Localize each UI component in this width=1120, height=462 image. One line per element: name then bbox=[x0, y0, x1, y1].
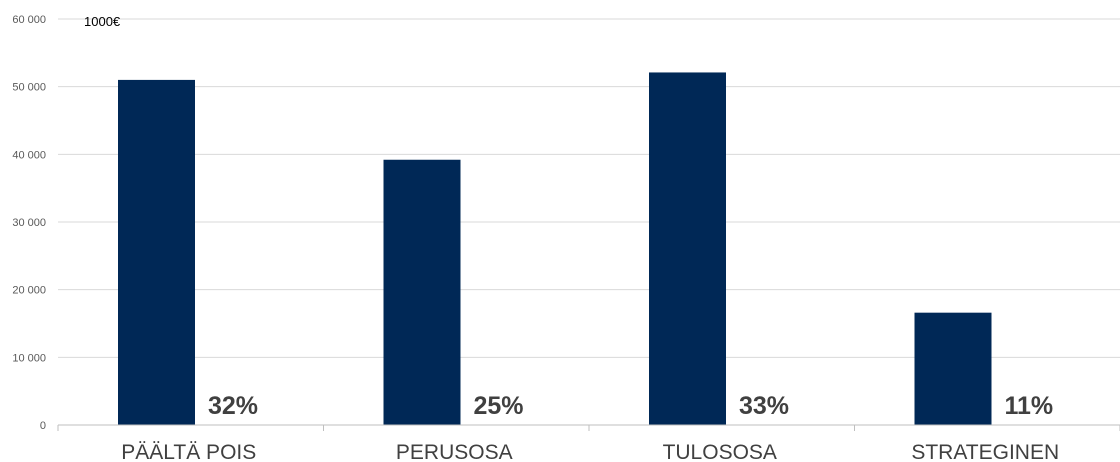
y-tick-label: 40 000 bbox=[12, 149, 46, 161]
y-tick-label: 30 000 bbox=[12, 217, 46, 229]
percent-label: 25% bbox=[474, 392, 524, 420]
percent-label: 11% bbox=[1005, 392, 1054, 420]
percent-label: 32% bbox=[208, 392, 258, 420]
y-tick-label: 60 000 bbox=[12, 14, 46, 26]
category-label: PERUSOSA bbox=[396, 441, 513, 462]
percent-labels: 32% 25% 33% 11% bbox=[208, 392, 1053, 420]
y-axis-ticks: 0 10 000 20 000 30 000 40 000 50 000 60 000 bbox=[12, 14, 46, 432]
gridlines bbox=[58, 18, 1120, 358]
bar bbox=[118, 79, 195, 426]
bar bbox=[383, 159, 461, 425]
category-label: PÄÄLTÄ POIS bbox=[121, 441, 256, 462]
bars bbox=[118, 72, 992, 426]
category-labels: PÄÄLTÄ POIS PERUSOSA TULOSOSA STRATEGINEN bbox=[121, 441, 1059, 462]
bar bbox=[914, 312, 992, 425]
y-tick-label: 50 000 bbox=[12, 82, 46, 94]
y-tick-label: 20 000 bbox=[12, 285, 46, 297]
y-tick-label: 0 bbox=[40, 420, 46, 432]
y-tick-label: 10 000 bbox=[12, 352, 46, 364]
category-label: TULOSOSA bbox=[663, 441, 777, 462]
bar bbox=[649, 72, 726, 425]
unit-label: 1000€ bbox=[84, 14, 121, 29]
category-label: STRATEGINEN bbox=[911, 441, 1059, 462]
x-axis-tick-marks bbox=[57, 425, 1120, 431]
percent-label: 33% bbox=[739, 392, 789, 420]
